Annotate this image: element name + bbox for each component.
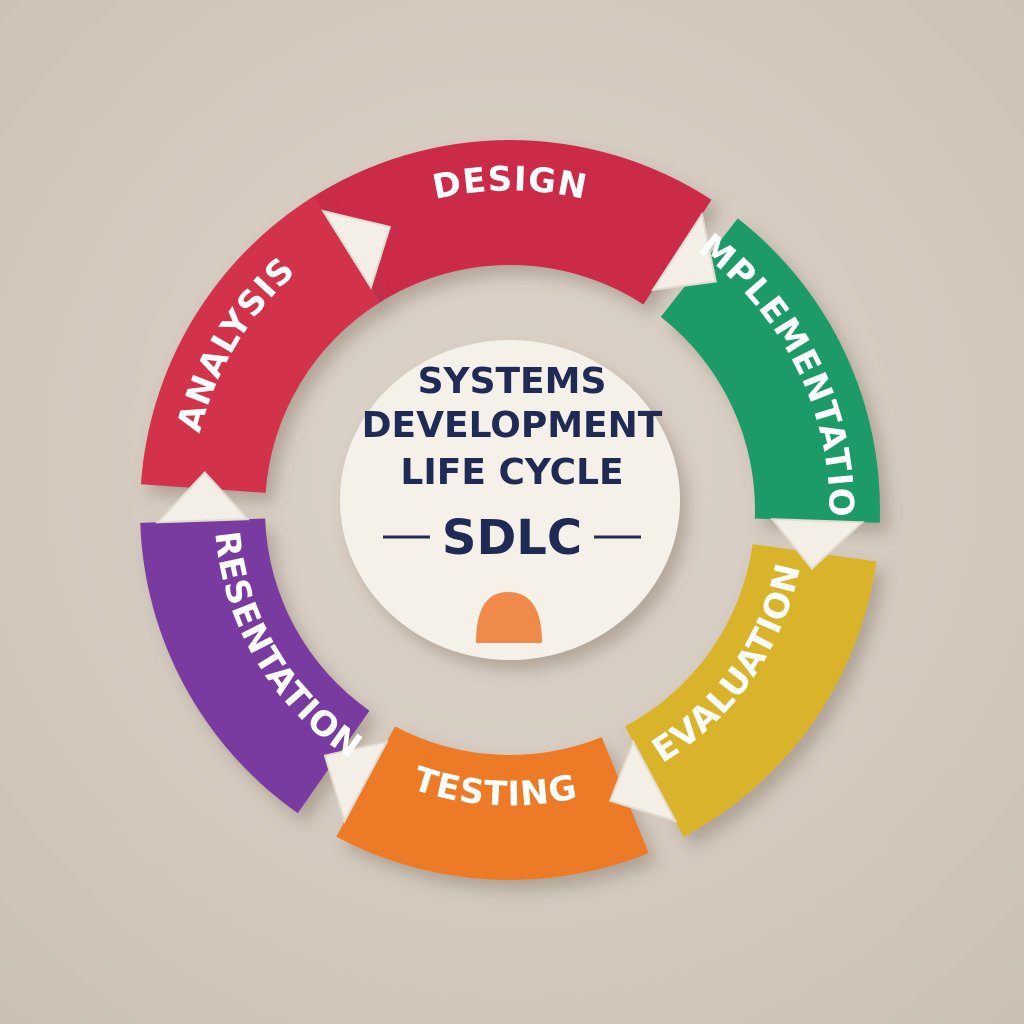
segment-presentation xyxy=(140,518,370,814)
arrow-after-evaluation xyxy=(608,739,678,823)
center-disc xyxy=(340,340,680,660)
arrow-after-implementation xyxy=(770,518,865,571)
center-accent-shape xyxy=(476,592,542,643)
segment-implementation xyxy=(660,218,880,523)
center-circle: SYSTEMS DEVELOPMENT LIFE CYCLE SDLC xyxy=(340,340,680,660)
segment-analysis xyxy=(140,196,381,493)
cycle-arrows xyxy=(155,209,865,824)
center-abbreviation: SDLC xyxy=(442,510,582,566)
segment-testing xyxy=(336,726,649,880)
arrow-after-presentation xyxy=(155,471,250,524)
arrow-after-analysis xyxy=(321,209,392,290)
segment-evaluation xyxy=(625,544,877,837)
cycle-segments xyxy=(140,140,880,880)
center-title-line-3: LIFE CYCLE xyxy=(400,452,623,493)
center-title-line-2: DEVELOPMENT xyxy=(362,405,663,446)
arrow-after-testing xyxy=(323,740,389,824)
segment-design xyxy=(308,140,712,305)
center-title-line-1: SYSTEMS xyxy=(418,361,607,402)
arrow-after-design xyxy=(650,211,717,292)
